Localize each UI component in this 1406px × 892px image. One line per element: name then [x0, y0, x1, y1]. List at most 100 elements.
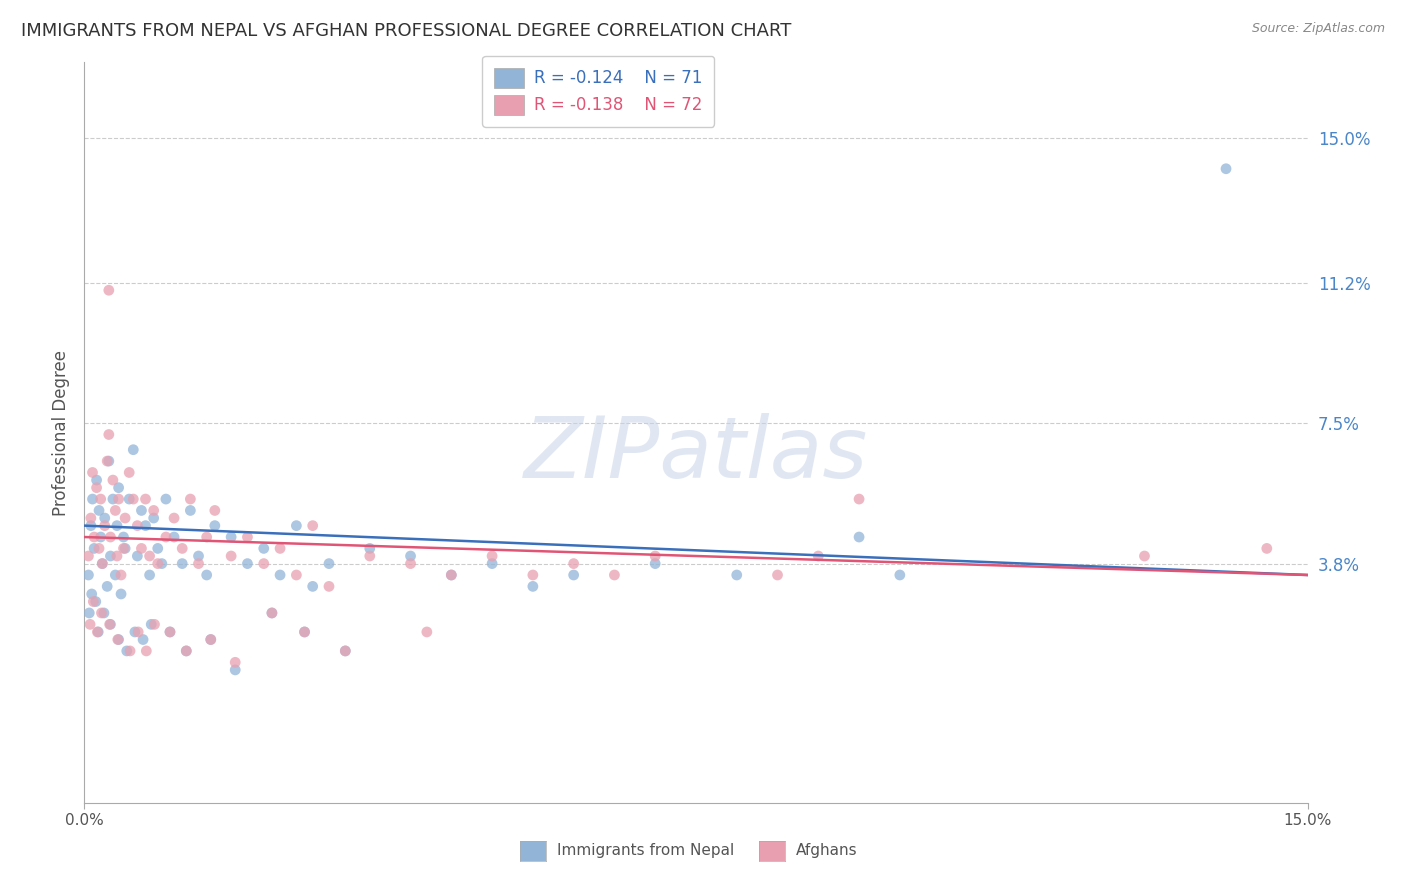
Point [91, 557, 114, 571]
Point [83, 541, 105, 556]
Point [172, 541, 194, 556]
Point [200, 632, 222, 647]
Point [90, 530, 112, 544]
Point [132, 632, 155, 647]
Point [848, 530, 870, 544]
Point [1215, 161, 1237, 176]
Point [195, 568, 218, 582]
Point [127, 549, 149, 563]
Point [187, 549, 209, 563]
Point [174, 644, 197, 658]
Point [142, 511, 165, 525]
Point [82, 466, 104, 480]
Point [96, 454, 118, 468]
Point [644, 557, 666, 571]
Point [253, 541, 276, 556]
Point [77, 568, 100, 582]
Point [86, 481, 108, 495]
Point [86, 624, 108, 639]
Text: Immigrants from Nepal: Immigrants from Nepal [557, 844, 734, 858]
Point [644, 549, 666, 563]
Point [143, 617, 166, 632]
Point [269, 541, 291, 556]
Point [87, 541, 110, 556]
Point [86, 473, 108, 487]
Point [101, 491, 124, 506]
Point [725, 568, 748, 582]
Point [224, 656, 246, 670]
Point [110, 587, 132, 601]
Point [195, 530, 218, 544]
Point [107, 481, 129, 495]
Point [562, 568, 585, 582]
Point [269, 568, 291, 582]
Point [135, 491, 157, 506]
Point [80, 518, 103, 533]
Point [131, 541, 153, 556]
Point [87, 503, 110, 517]
Point [440, 568, 463, 582]
Point [179, 503, 201, 517]
Point [97, 283, 120, 297]
Point [603, 568, 626, 582]
Point [522, 579, 544, 593]
Point [77, 549, 100, 563]
Point [77, 606, 100, 620]
Point [260, 606, 283, 620]
Point [204, 503, 226, 517]
Point [301, 518, 323, 533]
Point [359, 549, 381, 563]
Point [260, 606, 283, 620]
Point [399, 557, 422, 571]
Point [138, 549, 160, 563]
Legend: R = -0.124    N = 71, R = -0.138    N = 72: R = -0.124 N = 71, R = -0.138 N = 72 [482, 56, 714, 127]
Point [142, 503, 165, 517]
Point [889, 568, 911, 582]
Point [93, 518, 115, 533]
Point [115, 644, 138, 658]
Point [163, 511, 186, 525]
Point [91, 557, 114, 571]
Point [335, 644, 357, 658]
Point [416, 624, 439, 639]
Point [236, 557, 259, 571]
Point [112, 541, 135, 556]
Point [127, 624, 149, 639]
Text: ZIPatlas: ZIPatlas [524, 413, 868, 496]
Point [124, 624, 146, 639]
Point [80, 587, 103, 601]
Point [562, 557, 585, 571]
Point [105, 549, 128, 563]
Point [285, 568, 308, 582]
Point [848, 491, 870, 506]
Point [766, 568, 789, 582]
Point [219, 549, 242, 563]
Point [318, 557, 340, 571]
Point [83, 530, 105, 544]
Text: Source: ZipAtlas.com: Source: ZipAtlas.com [1251, 22, 1385, 36]
Point [187, 557, 209, 571]
Point [141, 617, 163, 632]
Point [159, 624, 181, 639]
Point [1256, 541, 1278, 556]
Point [155, 491, 177, 506]
Point [100, 549, 122, 563]
Point [96, 579, 118, 593]
Point [107, 632, 129, 647]
Point [359, 541, 381, 556]
Point [294, 624, 316, 639]
Point [87, 624, 110, 639]
Point [118, 644, 141, 658]
Point [138, 568, 160, 582]
Point [236, 530, 259, 544]
Point [101, 473, 124, 487]
Point [104, 568, 127, 582]
Point [107, 491, 129, 506]
Point [481, 557, 503, 571]
Point [97, 454, 120, 468]
Point [301, 579, 323, 593]
Point [107, 632, 129, 647]
Y-axis label: Professional Degree: Professional Degree [52, 350, 70, 516]
Point [93, 511, 115, 525]
Point [146, 557, 169, 571]
